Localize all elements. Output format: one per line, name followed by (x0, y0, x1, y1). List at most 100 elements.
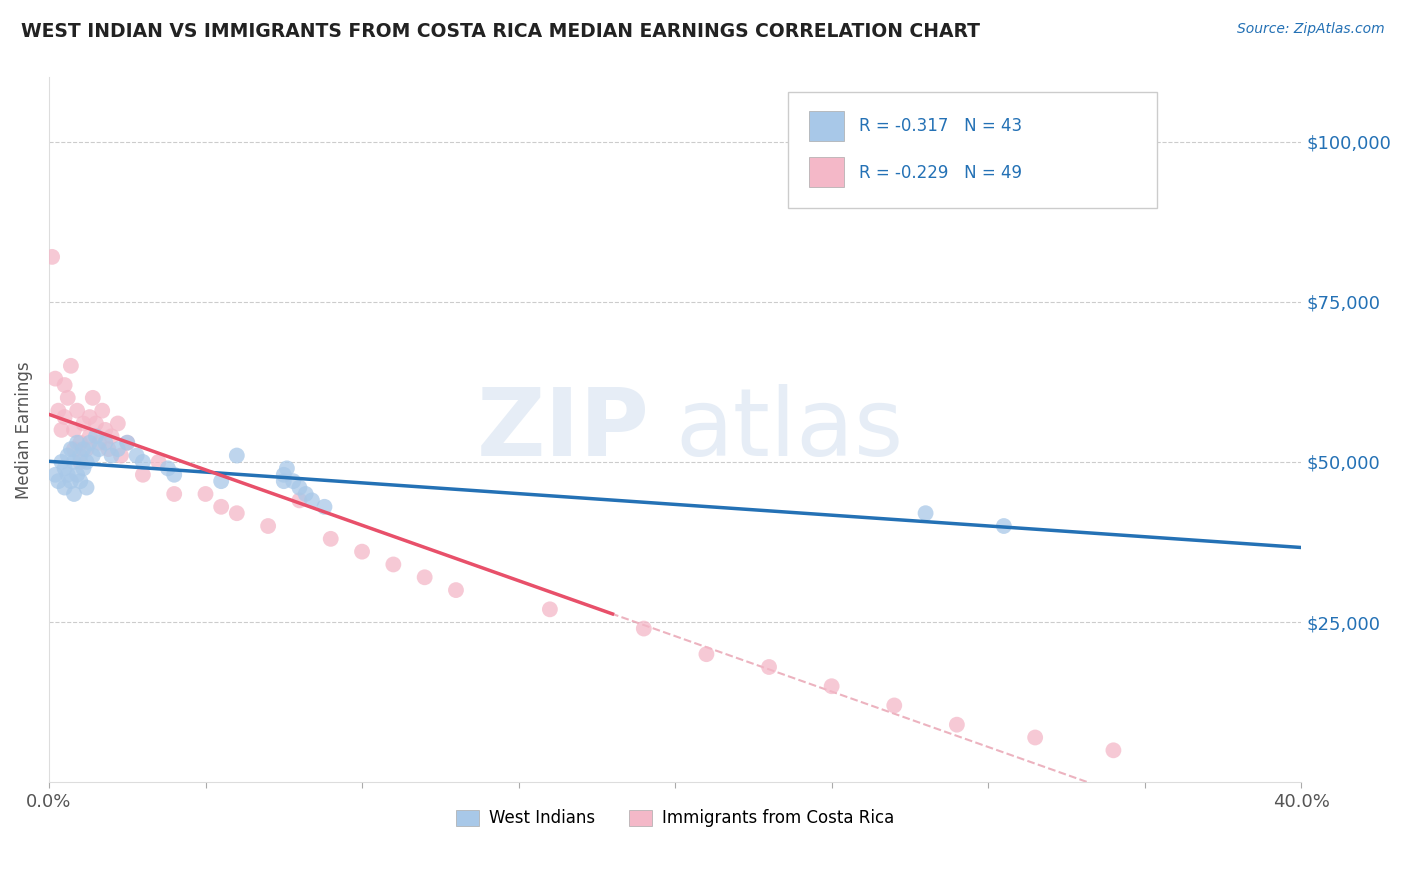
Point (87, 435, 110, 450)
Point (76, 481, 98, 495)
Point (79, 429, 101, 443)
Point (294, 487, 316, 501)
Point (276, 461, 298, 475)
Point (382, 558, 405, 572)
Legend: West Indians, Immigrants from Costa Rica: West Indians, Immigrants from Costa Rica (450, 803, 901, 834)
Point (48, 474, 70, 488)
Point (84, 417, 107, 431)
Point (314, 500, 336, 514)
Point (82, 449, 104, 463)
Point (51, 455, 73, 469)
Point (91, 403, 114, 417)
Point (132, 455, 155, 469)
Point (633, 622, 655, 636)
Point (63, 442, 86, 456)
Point (209, 500, 232, 514)
Text: ZIP: ZIP (477, 384, 650, 476)
Point (209, 474, 232, 488)
Point (69, 449, 91, 463)
Point (79, 435, 101, 450)
Point (53, 410, 76, 425)
Point (225, 449, 247, 463)
Point (97, 442, 120, 456)
Point (87, 442, 110, 456)
Point (301, 493, 323, 508)
Point (94, 435, 117, 450)
Point (51, 423, 73, 437)
Text: R = -0.317   N = 43: R = -0.317 N = 43 (859, 117, 1022, 135)
Point (84, 429, 107, 443)
Point (758, 660, 780, 674)
Point (946, 717, 969, 731)
FancyBboxPatch shape (787, 92, 1157, 208)
Point (993, 519, 1015, 533)
Point (56, 391, 79, 405)
Point (225, 506, 247, 520)
Point (352, 544, 374, 558)
Point (41, 250, 63, 264)
Point (56, 449, 79, 463)
Point (69, 435, 91, 450)
Point (44, 467, 66, 482)
Point (110, 449, 132, 463)
Point (48, 403, 70, 417)
Point (44, 371, 66, 385)
Point (257, 519, 280, 533)
Point (695, 647, 717, 661)
Point (66, 467, 89, 482)
Text: R = -0.229   N = 49: R = -0.229 N = 49 (859, 163, 1022, 182)
Text: WEST INDIAN VS IMMIGRANTS FROM COSTA RICA MEDIAN EARNINGS CORRELATION CHART: WEST INDIAN VS IMMIGRANTS FROM COSTA RIC… (21, 22, 980, 41)
Point (273, 467, 295, 482)
Point (63, 455, 86, 469)
Point (53, 481, 76, 495)
Point (72, 461, 94, 475)
Point (821, 679, 844, 693)
Point (273, 474, 295, 488)
Point (66, 435, 89, 450)
Point (1024, 731, 1046, 745)
Point (538, 602, 561, 616)
Point (1102, 743, 1125, 757)
FancyBboxPatch shape (808, 112, 844, 141)
Point (69, 455, 91, 469)
Point (115, 435, 138, 450)
Point (283, 474, 305, 488)
Point (125, 449, 148, 463)
Point (94, 423, 117, 437)
Point (156, 461, 179, 475)
Point (107, 442, 129, 456)
Point (76, 442, 98, 456)
Point (59, 359, 82, 373)
FancyBboxPatch shape (808, 157, 844, 186)
Point (107, 417, 129, 431)
Point (56, 467, 79, 482)
Point (59, 474, 82, 488)
Point (100, 449, 122, 463)
Point (148, 455, 170, 469)
Point (914, 506, 936, 520)
Point (79, 410, 101, 425)
Point (63, 423, 86, 437)
Point (883, 698, 905, 713)
Point (413, 570, 436, 584)
Point (288, 493, 311, 508)
Point (76, 455, 98, 469)
Point (319, 532, 342, 546)
Point (444, 583, 467, 598)
Text: atlas: atlas (675, 384, 904, 476)
Point (132, 467, 155, 482)
Text: Source: ZipAtlas.com: Source: ZipAtlas.com (1237, 22, 1385, 37)
Point (53, 461, 76, 475)
Point (63, 487, 86, 501)
Point (72, 442, 94, 456)
Point (69, 474, 91, 488)
Point (100, 429, 122, 443)
Point (194, 487, 217, 501)
Point (53, 378, 76, 392)
Point (59, 442, 82, 456)
Point (82, 391, 104, 405)
Point (163, 487, 186, 501)
Point (288, 481, 311, 495)
Y-axis label: Median Earnings: Median Earnings (15, 361, 32, 499)
Point (115, 435, 138, 450)
